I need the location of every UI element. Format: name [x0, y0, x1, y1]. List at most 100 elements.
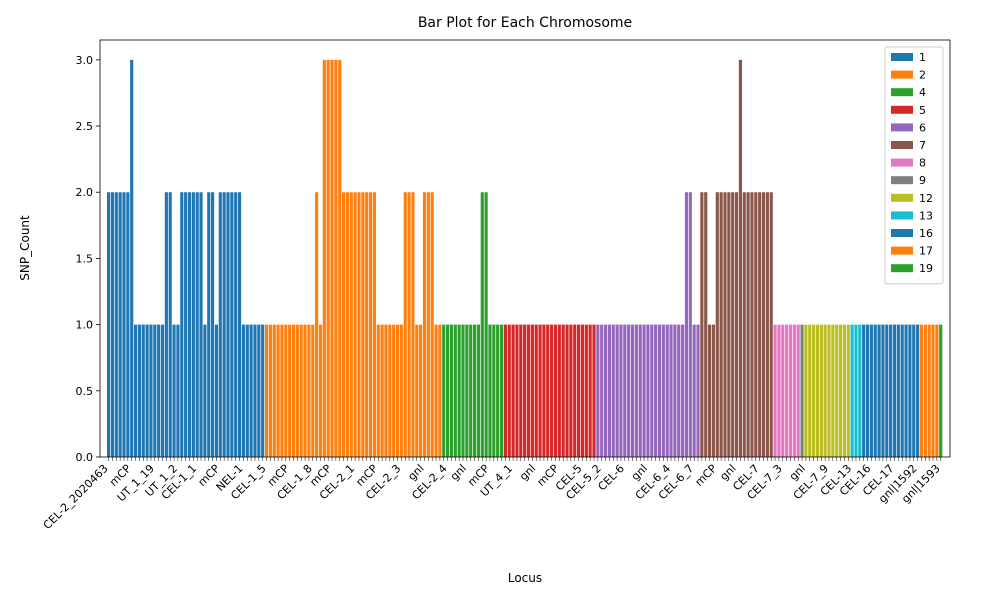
bar-chr12-7 [827, 324, 831, 457]
bar-chr5-24 [592, 324, 596, 457]
bar-chr7-2 [704, 192, 708, 458]
bar-chr5-9 [534, 324, 538, 457]
bar-chr8-1 [773, 324, 777, 457]
bar-chr1-11 [145, 324, 149, 457]
bar-chr4-11 [480, 192, 484, 458]
bar-chr2-33 [388, 324, 392, 457]
bar-chr2-36 [399, 324, 403, 457]
bar-chr16-6 [881, 324, 885, 457]
bar-chr7-5 [715, 192, 719, 458]
bar-chr1-3 [114, 192, 118, 458]
bar-chr2-30 [376, 324, 380, 457]
bar-chr5-4 [515, 324, 519, 457]
bar-chr1-7 [130, 59, 134, 458]
x-tick-label: CEL-2_2020463 [41, 462, 111, 532]
bar-chr6-23 [681, 324, 685, 457]
bar-chr2-31 [380, 324, 384, 457]
bar-chr16-7 [885, 324, 889, 457]
bar-chr4-16 [499, 324, 504, 457]
legend-label: 5 [919, 104, 926, 117]
bar-chr1-37 [245, 324, 249, 457]
legend-label: 12 [919, 192, 933, 205]
bar-chr2-34 [392, 324, 396, 457]
y-tick-label: 1.0 [76, 319, 94, 332]
bar-chr16-3 [869, 324, 873, 457]
bar-chr16-4 [873, 324, 877, 457]
y-tick-label: 2.0 [76, 186, 94, 199]
bar-chr6-12 [638, 324, 642, 457]
plot-frame [99, 39, 951, 458]
bar-chr7-1 [700, 192, 704, 458]
bar-chr2-9 [295, 324, 299, 457]
legend-label: 4 [919, 86, 926, 99]
bar-chr5-21 [580, 324, 585, 457]
bar-chr2-44 [430, 192, 434, 458]
bar-chr4-2 [446, 324, 450, 457]
bar-chr1-17 [168, 192, 172, 458]
bar-chr2-18 [330, 59, 334, 458]
bar-chr4-10 [476, 324, 480, 457]
bar-chr4-7 [465, 324, 469, 457]
bar-chr16-12 [904, 324, 908, 457]
bar-chr17-4 [931, 324, 935, 457]
bar-chr6-20 [669, 324, 673, 457]
bar-chr12-5 [819, 324, 823, 457]
bar-chr4-13 [488, 324, 492, 457]
bar-chr12-2 [808, 324, 812, 457]
bar-chr5-6 [523, 324, 527, 457]
bar-chr7-9 [731, 192, 735, 458]
bar-chr2-21 [342, 192, 346, 458]
bar-chr6-8 [623, 324, 627, 457]
bar-chr8-6 [792, 324, 796, 457]
bar-chr6-24 [684, 192, 689, 458]
bar-chr1-19 [176, 324, 180, 457]
bar-chr17-3 [927, 324, 931, 457]
bar-chr2-10 [299, 324, 303, 457]
bar-chr2-12 [307, 324, 311, 457]
bar-chr2-26 [361, 192, 365, 458]
bar-chr1-2 [110, 192, 115, 458]
bar-chr1-40 [257, 324, 261, 457]
bar-chr2-15 [318, 324, 323, 457]
bar-chr1-18 [172, 324, 176, 457]
bar-chr12-3 [812, 324, 816, 457]
bar-chr13-2 [854, 324, 858, 457]
legend-label: 1 [919, 51, 926, 64]
legend-label: 6 [919, 121, 926, 134]
bar-chr5-5 [519, 324, 523, 457]
legend-swatch [891, 193, 913, 202]
bar-chr16-5 [877, 324, 881, 457]
bar-chr1-21 [184, 192, 188, 458]
bar-chr2-46 [438, 324, 442, 457]
bar-chr6-19 [665, 324, 669, 457]
bar-chr6-4 [607, 324, 611, 457]
bar-chr12-8 [831, 324, 835, 457]
bar-chr5-11 [542, 324, 546, 457]
bar-chr1-30 [218, 192, 222, 458]
bar-chr6-5 [611, 324, 615, 457]
y-tick-label: 3.0 [76, 54, 94, 67]
bar-chr5-23 [588, 324, 592, 457]
bar-chr5-22 [584, 324, 588, 457]
bar-chr2-3 [272, 324, 276, 457]
bar-chr6-9 [627, 324, 631, 457]
bar-chr2-37 [403, 192, 407, 458]
bar-chr1-1 [107, 192, 111, 458]
bar-chr6-21 [673, 324, 677, 457]
bar-chr6-26 [692, 324, 696, 457]
bar-chr2-20 [338, 59, 342, 458]
bar-chr6-25 [688, 192, 692, 458]
bar-chr1-38 [249, 324, 253, 457]
bar-chr1-4 [118, 192, 122, 458]
bar-chr17-1 [919, 324, 924, 457]
bar-chr2-35 [395, 324, 400, 457]
bar-chr12-6 [823, 324, 827, 457]
bar-chr1-9 [137, 324, 141, 457]
bar-chr6-7 [619, 324, 623, 457]
bar-chr17-2 [923, 324, 927, 457]
legend-label: 8 [919, 157, 926, 170]
bar-chr7-12 [742, 192, 746, 458]
bar-chr5-2 [507, 324, 511, 457]
bar-chr2-25 [357, 192, 361, 458]
bar-chr2-39 [411, 192, 415, 458]
